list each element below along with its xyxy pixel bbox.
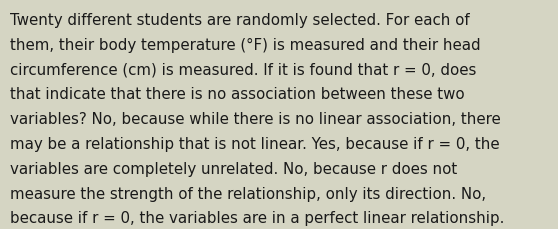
Text: Twenty different students are randomly selected. For each of: Twenty different students are randomly s… bbox=[10, 13, 470, 27]
Text: circumference (cm) is measured. If it is found that r = 0, does: circumference (cm) is measured. If it is… bbox=[10, 62, 477, 77]
Text: variables are completely unrelated. No, because r does not: variables are completely unrelated. No, … bbox=[10, 161, 458, 176]
Text: variables? No, because while there is no linear association, there: variables? No, because while there is no… bbox=[10, 112, 501, 126]
Text: them, their body temperature (°F) is measured and their head: them, their body temperature (°F) is mea… bbox=[10, 37, 480, 52]
Text: because if r = 0, the variables are in a perfect linear relationship.: because if r = 0, the variables are in a… bbox=[10, 210, 504, 225]
Text: that indicate that there is no association between these two: that indicate that there is no associati… bbox=[10, 87, 465, 102]
Text: may be a relationship that is not linear. Yes, because if r = 0, the: may be a relationship that is not linear… bbox=[10, 136, 499, 151]
Text: measure the strength of the relationship, only its direction. No,: measure the strength of the relationship… bbox=[10, 186, 486, 201]
